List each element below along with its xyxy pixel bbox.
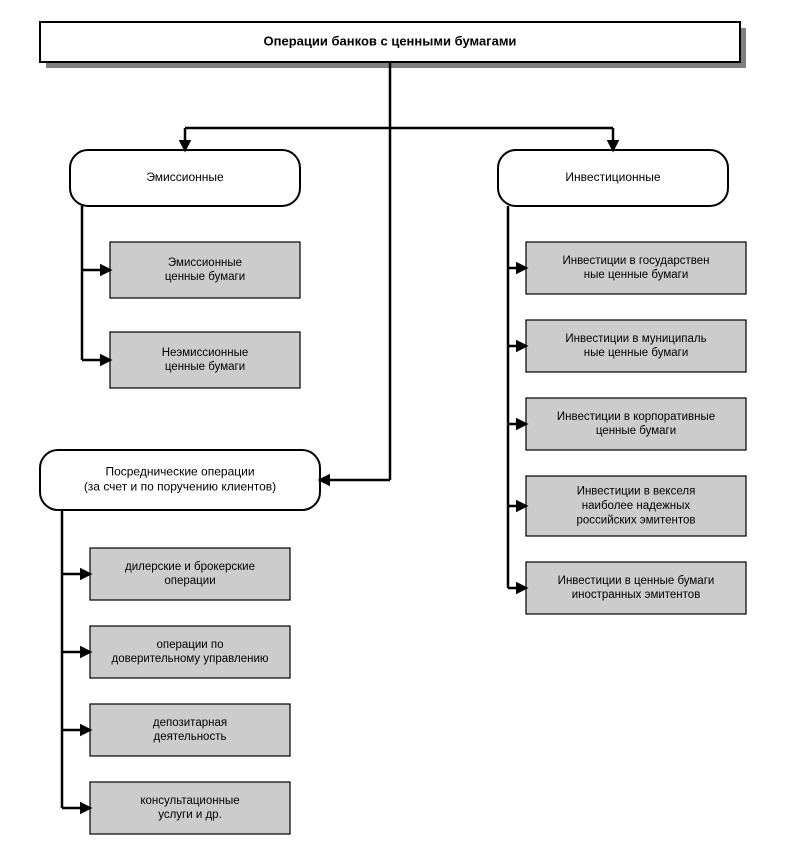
leaf-invest-3-label: наиболее надежных [582,500,691,512]
leaf-invest-1-label: Инвестиции в муниципаль [565,333,706,345]
leaf-invest-3-label: Инвестиции в векселя [577,486,696,498]
leaf-posred-3-label: консультационные [140,795,239,807]
flowchart: Операции банков с ценными бумагами Эмисси… [0,0,798,860]
leaf-invest-0-label: Инвестиции в государствен [562,255,709,267]
leaf-posred-0 [90,548,290,600]
leaf-emiss-1-label: Неэмиссионные [162,347,249,359]
branch-emiss-label: Эмиссионные [146,170,224,184]
leaf-posred-1-label: доверительному управлению [111,653,268,665]
leaf-invest-1 [526,320,746,372]
leaf-emiss-0-label: ценные бумаги [165,271,245,283]
leaf-posred-1-label: операции по [156,639,223,651]
leaf-emiss-1-label: ценные бумаги [165,361,245,373]
leaf-posred-3 [90,782,290,834]
leaf-posred-0-label: дилерские и брокерские [125,561,255,573]
leaf-invest-3-label: российских эмитентов [576,514,695,526]
leaf-invest-0-label: ные ценные бумаги [584,269,689,281]
title-text: Операции банков с ценными бумагами [264,33,517,48]
branch-invest-label: Инвестиционные [565,170,660,184]
leaf-invest-4 [526,562,746,614]
leaf-invest-1-label: ные ценные бумаги [584,347,689,359]
leaf-emiss-0-label: Эмиссионные [168,257,242,269]
leaf-posred-2 [90,704,290,756]
leaf-posred-2-label: деятельность [154,731,227,743]
leaf-posred-3-label: услуги и др. [158,809,222,821]
leaf-posred-0-label: операции [164,575,215,587]
branch-posred-label: (за счет и по поручению клиентов) [84,480,276,494]
branch-posred-label: Посреднические операции [105,465,254,479]
leaf-invest-2-label: ценные бумаги [596,425,676,437]
leaf-invest-2-label: Инвестиции в корпоративные [557,411,715,423]
leaf-emiss-0 [110,242,300,298]
leaf-posred-1 [90,626,290,678]
leaf-emiss-1 [110,332,300,388]
leaf-invest-4-label: Инвестиции в ценные бумаги [558,575,715,587]
leaf-invest-2 [526,398,746,450]
leaf-invest-4-label: иностранных эмитентов [572,589,701,601]
leaf-posred-2-label: депозитарная [153,717,227,729]
leaf-invest-0 [526,242,746,294]
